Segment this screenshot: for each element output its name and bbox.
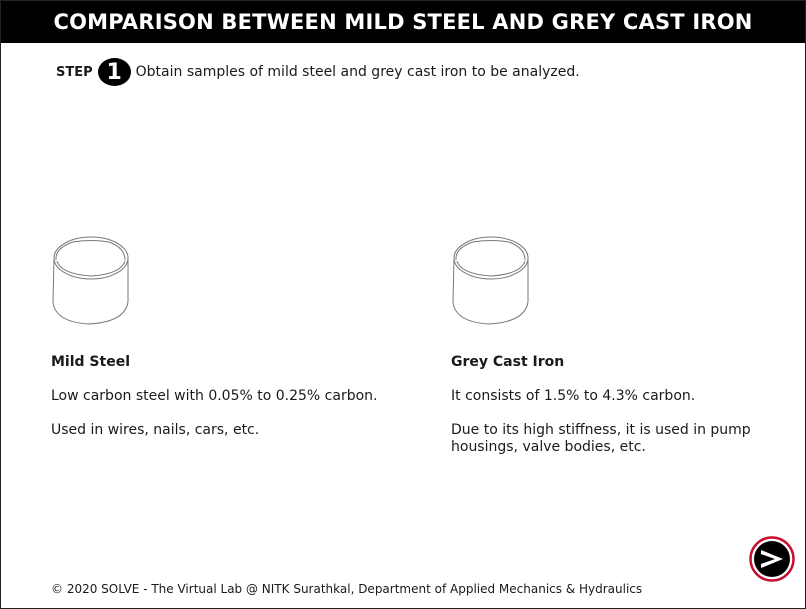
cylinder-sample-icon xyxy=(452,236,529,325)
sample-usage: Used in wires, nails, cars, etc. xyxy=(51,422,260,438)
title-bar: COMPARISON BETWEEN MILD STEEL AND GREY C… xyxy=(1,1,805,43)
sample-description: Low carbon steel with 0.05% to 0.25% car… xyxy=(51,388,378,404)
step-text: Obtain samples of mild steel and grey ca… xyxy=(135,64,580,80)
sample-grey-cast-iron: Grey Cast Iron It consists of 1.5% to 4.… xyxy=(451,232,791,455)
sample-mild-steel: Mild Steel Low carbon steel with 0.05% t… xyxy=(51,232,391,438)
sample-usage: Due to its high stiffness, it is used in… xyxy=(451,422,751,455)
sample-description: It consists of 1.5% to 4.3% carbon. xyxy=(451,388,696,404)
step-instruction: STEP 1 Obtain samples of mild steel and … xyxy=(56,58,580,86)
step-label: STEP xyxy=(56,64,93,80)
next-arrow-icon xyxy=(749,536,795,582)
cylinder-sample-icon xyxy=(52,236,129,325)
step-number-badge: 1 xyxy=(97,58,131,86)
sample-name: Grey Cast Iron xyxy=(451,354,565,370)
footer-copyright: © 2020 SOLVE - The Virtual Lab @ NITK Su… xyxy=(51,582,643,596)
page-title: COMPARISON BETWEEN MILD STEEL AND GREY C… xyxy=(53,10,753,34)
next-button[interactable] xyxy=(749,536,795,582)
sample-name: Mild Steel xyxy=(51,354,130,370)
